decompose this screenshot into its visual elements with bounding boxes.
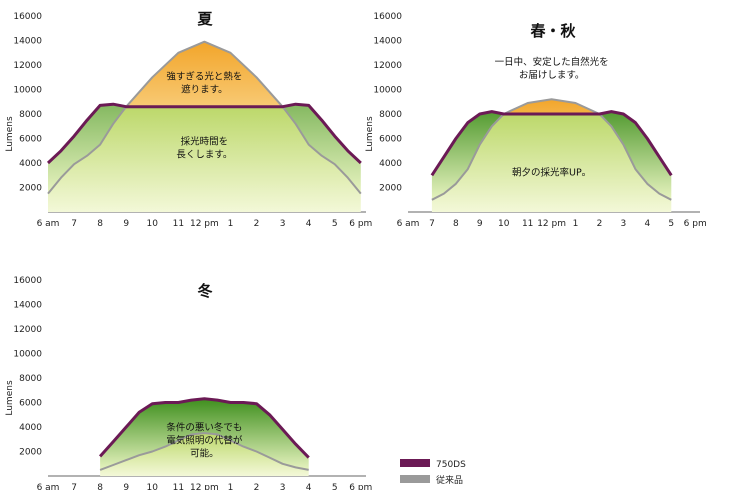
series-line-conventional — [99, 432, 309, 471]
legend-label-conventional: 従来品 — [436, 474, 463, 486]
chart-title: 春・秋 — [530, 22, 576, 40]
x-tick-label: 8 — [97, 483, 103, 490]
y-tick-label: 10000 — [13, 86, 42, 96]
x-tick-label: 10 — [147, 219, 159, 229]
x-tick-label: 5 — [668, 219, 674, 229]
y-tick-label: 6000 — [379, 135, 402, 145]
x-tick-label: 11 — [173, 219, 184, 229]
y-tick-label: 2000 — [19, 448, 42, 458]
x-tick-label: 6 pm — [684, 219, 707, 229]
legend-swatch-conventional — [400, 475, 430, 483]
x-tick-label: 2 — [254, 219, 260, 229]
series-line-750ds — [46, 102, 362, 165]
legend-item-750ds: 750DS — [400, 459, 466, 470]
x-tick-label: 9 — [123, 483, 129, 490]
y-tick-label: 4000 — [19, 159, 42, 169]
y-tick-label: 14000 — [13, 37, 42, 47]
annotation-text: 朝夕の採光率UP。 — [512, 166, 591, 178]
area-750ds-gain — [431, 99, 672, 200]
chart-title: 夏 — [196, 10, 213, 28]
x-tick-label: 2 — [597, 219, 603, 229]
x-tick-label: 11 — [173, 483, 184, 490]
y-tick-label: 8000 — [379, 110, 402, 120]
x-tick-label: 4 — [644, 219, 650, 229]
x-tick-label: 3 — [280, 219, 286, 229]
legend-swatch-750ds — [400, 459, 430, 467]
y-tick-label: 10000 — [373, 86, 402, 96]
legend-item-conventional: 従来品 — [400, 474, 463, 486]
chart-title: 冬 — [197, 282, 212, 300]
x-tick-label: 6 pm — [349, 483, 372, 490]
y-tick-label: 2000 — [19, 184, 42, 194]
area-conventional-excess — [48, 41, 361, 164]
y-tick-label: 6000 — [19, 399, 42, 409]
y-tick-label: 12000 — [13, 325, 42, 335]
area-base — [100, 433, 309, 476]
y-tick-label: 4000 — [379, 159, 402, 169]
x-tick-label: 7 — [71, 219, 77, 229]
x-tick-label: 10 — [147, 483, 159, 490]
x-tick-label: 4 — [306, 483, 312, 490]
x-tick-label: 9 — [123, 219, 129, 229]
area-base — [431, 114, 672, 212]
y-tick-label: 16000 — [13, 12, 42, 22]
y-axis-label: Lumens — [5, 380, 15, 416]
y-tick-label: 12000 — [373, 61, 402, 71]
series-line-conventional — [47, 40, 362, 195]
legend-label-750ds: 750DS — [436, 460, 466, 470]
y-axis-label: Lumens — [5, 116, 15, 152]
x-tick-label: 1 — [228, 483, 234, 490]
y-tick-label: 6000 — [19, 135, 42, 145]
series-line-750ds — [98, 397, 310, 459]
x-tick-label: 2 — [254, 483, 260, 490]
y-tick-label: 2000 — [379, 184, 402, 194]
x-tick-label: 12 pm — [190, 483, 219, 490]
annotation-text: 強すぎる光と熱を遮ります。 — [166, 71, 242, 96]
chart-panel-spring-autumn: 春・秋Lumens1600014000120001000080006000400… — [365, 12, 707, 229]
x-tick-label: 3 — [280, 483, 286, 490]
annotation-text: 条件の悪い冬でも電気照明の代替が可能。 — [166, 422, 243, 460]
x-tick-label: 5 — [332, 219, 338, 229]
x-tick-label: 7 — [429, 219, 435, 229]
y-tick-label: 4000 — [19, 423, 42, 433]
x-tick-label: 12 pm — [190, 219, 219, 229]
chart-panel-winter: 冬Lumens160001400012000100008000600040002… — [5, 276, 372, 490]
y-tick-label: 10000 — [13, 350, 42, 360]
legend: 750DS 従来品 — [400, 459, 466, 486]
area-750ds-gain — [100, 398, 309, 470]
x-tick-label: 1 — [228, 219, 234, 229]
x-tick-label: 9 — [477, 219, 483, 229]
y-tick-label: 16000 — [373, 12, 402, 22]
x-tick-label: 7 — [71, 483, 77, 490]
x-tick-label: 6 am — [397, 219, 420, 229]
chart-panel-summer: 夏Lumens160001400012000100008000600040002… — [5, 10, 372, 229]
x-tick-label: 1 — [573, 219, 579, 229]
y-tick-label: 16000 — [13, 276, 42, 286]
x-tick-label: 8 — [453, 219, 459, 229]
y-tick-label: 8000 — [19, 374, 42, 384]
y-tick-label: 14000 — [373, 37, 402, 47]
x-tick-label: 5 — [332, 483, 338, 490]
x-tick-label: 12 pm — [537, 219, 566, 229]
y-tick-label: 8000 — [19, 110, 42, 120]
y-tick-label: 12000 — [13, 61, 42, 71]
x-tick-label: 10 — [498, 219, 510, 229]
series-line-conventional — [431, 98, 672, 201]
x-tick-label: 8 — [97, 219, 103, 229]
x-tick-label: 4 — [306, 219, 312, 229]
series-line-750ds — [430, 110, 673, 177]
y-tick-label: 14000 — [13, 301, 42, 311]
x-tick-label: 6 am — [37, 483, 60, 490]
x-tick-label: 3 — [621, 219, 627, 229]
y-axis-label: Lumens — [365, 116, 375, 152]
annotation-text: 採光時間を長くします。 — [176, 136, 232, 161]
x-tick-label: 6 pm — [349, 219, 372, 229]
x-tick-label: 11 — [522, 219, 533, 229]
annotation-text: 一日中、安定した自然光をお届けします。 — [495, 56, 609, 81]
area-base — [48, 106, 361, 212]
x-tick-label: 6 am — [37, 219, 60, 229]
